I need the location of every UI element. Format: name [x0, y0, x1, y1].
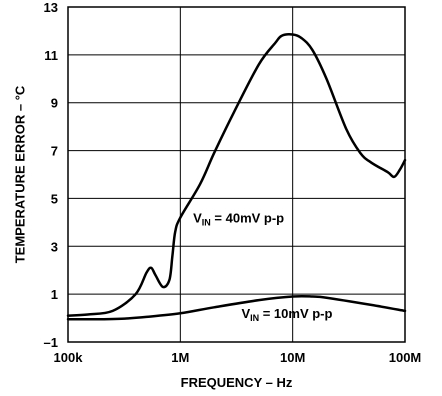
series-annotation-2: VIN = 10mV p-p [241, 306, 332, 323]
y-tick-label: 1 [51, 287, 58, 302]
y-tick-label: 3 [51, 239, 58, 254]
y-tick-label: 13 [44, 0, 58, 15]
x-tick-label: 10M [280, 350, 305, 365]
y-tick-labels: 13 11 9 7 5 3 1 –1 [44, 0, 58, 350]
y-tick-label: –1 [44, 335, 58, 350]
curves [66, 33, 407, 321]
x-tick-labels: 100k 1M 10M 100M [54, 350, 422, 365]
y-axis-title: TEMPERATURE ERROR – °C [13, 85, 28, 263]
x-tick-label: 1M [171, 350, 189, 365]
y-tick-label: 5 [51, 191, 58, 206]
series-line-1 [66, 33, 407, 317]
plot-frame [67, 6, 406, 343]
x-tick-label: 100k [54, 350, 84, 365]
x-tick-label: 100M [389, 350, 422, 365]
x-axis-title: FREQUENCY – Hz [181, 375, 293, 390]
series-annotation-1: VIN = 40mV p-p [193, 210, 284, 227]
y-tick-label: 7 [51, 144, 58, 159]
y-tick-label: 9 [51, 96, 58, 111]
grid [67, 6, 406, 343]
y-tick-label: 11 [44, 48, 58, 63]
series-line-2 [66, 294, 407, 321]
series-annotations: VIN = 40mV p-p VIN = 10mV p-p [193, 210, 332, 323]
